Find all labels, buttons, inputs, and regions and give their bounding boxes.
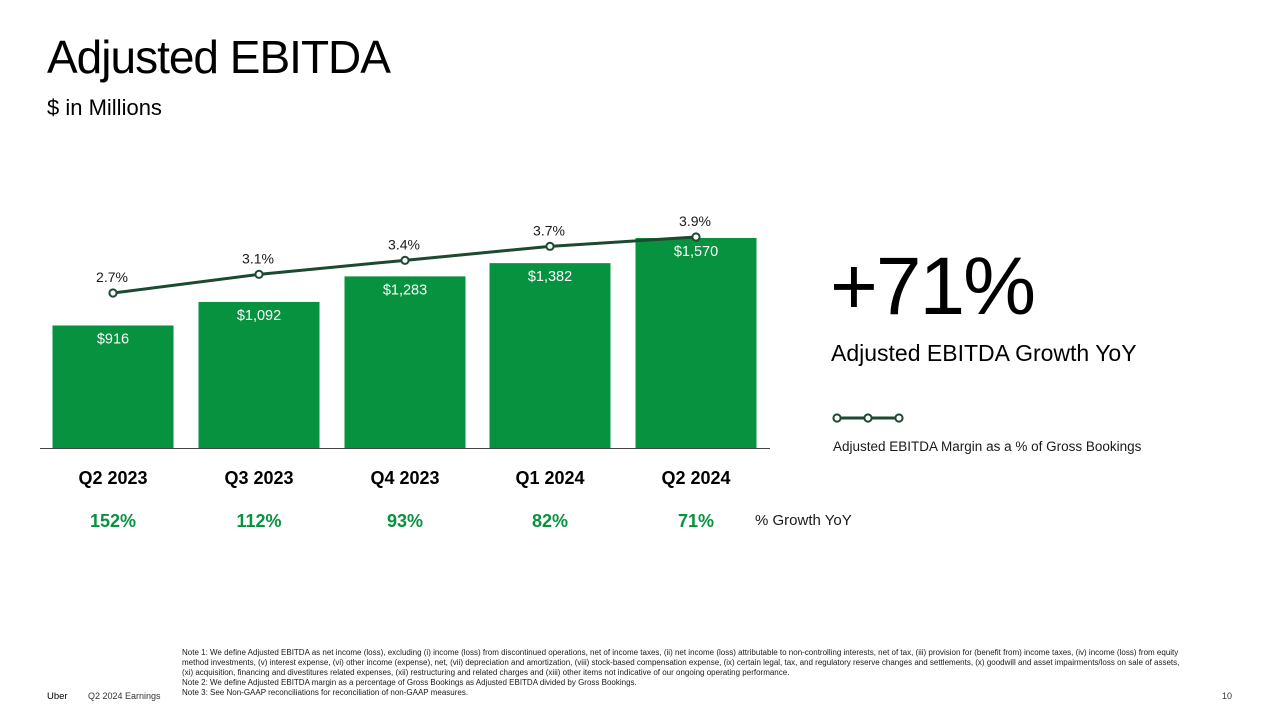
legend-line-marker-icon xyxy=(832,413,904,423)
margin-point xyxy=(400,255,410,265)
margin-point xyxy=(691,232,701,242)
growth-row-label: % Growth YoY xyxy=(755,512,852,529)
bar xyxy=(52,325,174,448)
category-label: Q4 2023 xyxy=(370,468,439,488)
margin-line-layer xyxy=(108,232,701,298)
category-label: Q1 2024 xyxy=(515,468,584,488)
margin-value-label: 2.7% xyxy=(96,269,128,285)
growth-headline: +71% xyxy=(830,241,1036,332)
growth-yoy-value: 82% xyxy=(532,511,568,531)
growth-yoy-value: 93% xyxy=(387,511,423,531)
footnote-1: Note 1: We define Adjusted EBITDA as net… xyxy=(182,648,1180,677)
margin-point xyxy=(545,241,555,251)
growth-headline-label: Adjusted EBITDA Growth YoY xyxy=(831,340,1137,366)
bar xyxy=(344,276,466,448)
bar-value-label: $1,092 xyxy=(237,308,281,324)
slide-title: Adjusted EBITDA xyxy=(47,31,391,83)
margin-value-label: 3.9% xyxy=(679,213,711,229)
margin-point xyxy=(108,288,118,298)
slide-subtitle: $ in Millions xyxy=(47,95,162,120)
bar xyxy=(635,238,757,448)
page-number: 10 xyxy=(1221,691,1232,701)
footer-brand: Uber xyxy=(47,691,68,702)
category-label: Q2 2023 xyxy=(78,468,147,488)
labels-layer: $916 $1,092 $1,283 $1,382 $1,570 2.7% 3.1% 3.4%… xyxy=(78,213,730,531)
margin-value-label: 3.4% xyxy=(388,236,420,252)
footnote-3: Note 3: See Non-GAAP reconciliations for… xyxy=(182,688,469,697)
category-label: Q2 2024 xyxy=(661,468,730,488)
growth-yoy-value: 152% xyxy=(90,511,136,531)
margin-value-label: 3.1% xyxy=(242,250,274,266)
bar-value-label: $1,283 xyxy=(383,282,427,298)
legend-label: Adjusted EBITDA Margin as a % of Gross B… xyxy=(833,439,1142,454)
footer-report-name: Q2 2024 Earnings xyxy=(88,691,161,701)
bar-value-label: $916 xyxy=(97,331,129,347)
footnotes: Note 1: We define Adjusted EBITDA as net… xyxy=(182,648,1192,698)
bar xyxy=(198,301,320,448)
growth-yoy-value: 112% xyxy=(236,511,281,531)
bar xyxy=(489,263,611,448)
category-label: Q3 2023 xyxy=(224,468,293,488)
bar-value-label: $1,382 xyxy=(528,269,572,285)
margin-value-label: 3.7% xyxy=(533,222,565,238)
bar-value-label: $1,570 xyxy=(674,244,718,260)
growth-yoy-value: 71% xyxy=(678,511,714,531)
footnote-2: Note 2: We define Adjusted EBITDA margin… xyxy=(182,678,637,687)
bars-layer xyxy=(40,238,770,449)
margin-point xyxy=(254,269,264,279)
